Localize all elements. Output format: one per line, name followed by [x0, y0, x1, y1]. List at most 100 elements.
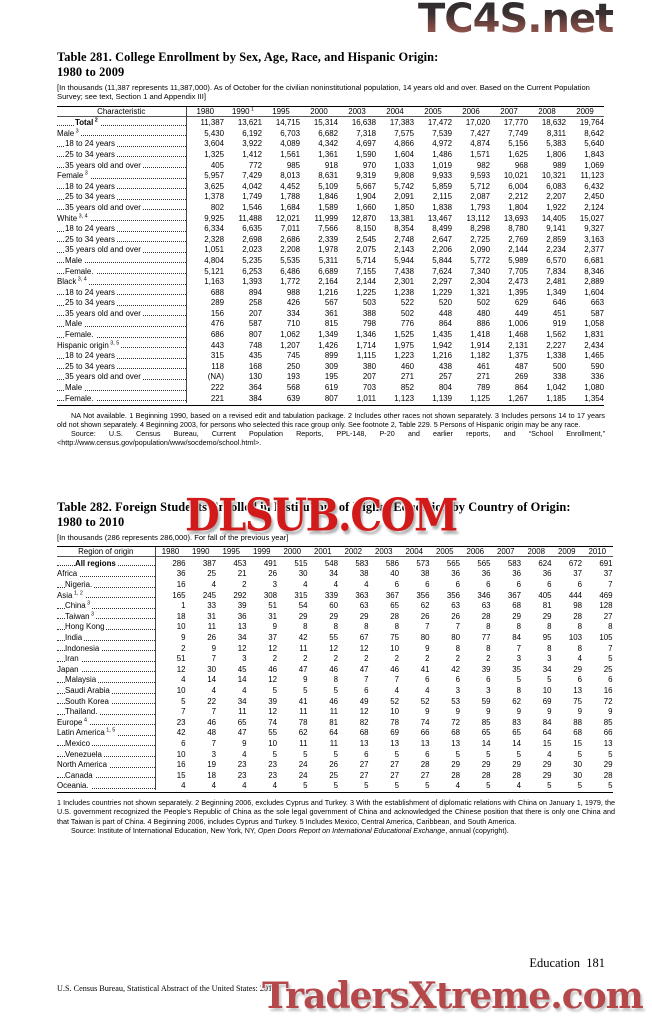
row-label-text: 25 to 34 years — [65, 192, 118, 202]
table-cell: 8 — [547, 622, 552, 632]
row-label-text: Female. — [65, 330, 96, 340]
table-cell: 66 — [420, 728, 430, 738]
table-cell: 51 — [154, 652, 186, 664]
table-cell: 9 — [154, 631, 186, 643]
table-cell: 75 — [573, 696, 582, 706]
table-cell: 13 — [390, 738, 399, 748]
table-cell: 7,155 — [356, 266, 376, 276]
table-cell: 315 — [185, 349, 224, 361]
table-cell: 35 — [512, 664, 521, 674]
row-label: Female 3 — [57, 170, 186, 181]
table-cell: 364 — [248, 383, 262, 393]
column-header-1980: 1980 — [185, 105, 224, 117]
table-cell: 36 — [542, 569, 552, 579]
table-cell: 8,298 — [470, 224, 490, 234]
table-row: Indonesia 2 9 12 12 11 12 12 10 9 8 8 7 8 8 7 — [57, 642, 613, 653]
table-cell: 8 — [333, 622, 338, 632]
table-cell: 6,703 — [280, 128, 300, 138]
table-row: Iran 51 7 3 2 2 2 2 2 2 2 2 3 3 4 5 — [57, 652, 613, 664]
table-row: Male 476 587 710 815 798 776 864 886 1,006 919 1,05… — [57, 317, 604, 329]
table-cell: 3,163 — [584, 234, 604, 244]
table-cell: 15 — [154, 769, 186, 780]
table-cell: 4,697 — [356, 139, 376, 149]
table-cell: 4 — [242, 686, 247, 696]
table-cell: 4 — [333, 580, 338, 590]
table-cell: 2,227 — [546, 340, 566, 350]
table-row: All regions 286 387 453 491 515 548 583 586 573 56… — [57, 556, 613, 568]
table-cell: 39 — [268, 696, 277, 706]
table-cell: 748 — [248, 340, 262, 350]
table-cell: 6 — [577, 580, 582, 590]
table-cell: 691 — [582, 556, 613, 568]
table-cell: 802 — [185, 201, 224, 212]
table-cell: 405 — [538, 590, 552, 600]
table-282-grid: Region of origin 1980 1990 1995 1999 2000 2001… — [57, 546, 613, 791]
table-cell: 1,846 — [318, 192, 338, 202]
table-cell: 4 — [211, 781, 216, 791]
table-cell: 38 — [359, 569, 369, 579]
table-cell: 13 — [359, 738, 369, 748]
table-cell: 1,806 — [546, 149, 566, 159]
table-cell: 69 — [390, 728, 399, 738]
table-cell: 250 — [286, 361, 300, 371]
row-label: Indonesia — [57, 642, 155, 653]
table-cell: 5 — [364, 781, 369, 791]
row-label: 25 to 34 years — [57, 297, 186, 308]
table-cell: 3 — [272, 580, 277, 590]
table-281-grid: Characteristic 1980 1990 1 1995 2000 2003 2004… — [57, 105, 604, 403]
column-header-2000: 2000 — [277, 546, 308, 557]
table-cell: 46 — [207, 717, 216, 727]
table-cell: 590 — [590, 361, 604, 371]
row-label: 18 to 24 years — [57, 286, 186, 297]
table-cell: 12 — [359, 707, 369, 717]
table-cell: 36 — [481, 569, 491, 579]
table-cell: 583 — [338, 556, 369, 568]
table-cell: 34 — [542, 664, 552, 674]
table-bottom-rule — [57, 404, 604, 406]
table-cell: 65 — [390, 601, 399, 611]
table-cell: 81 — [329, 717, 338, 727]
table-cell: 3,625 — [185, 180, 224, 191]
table-cell: 41 — [420, 664, 430, 674]
row-label-text: All regions — [75, 558, 118, 568]
table-cell: 852 — [400, 383, 414, 393]
table-cell: 10 — [390, 643, 399, 653]
table-cell: 6,004 — [508, 181, 528, 191]
table-row: India 9 26 34 37 42 55 67 75 80 80 77 84 95 103 105 — [57, 631, 613, 643]
table-cell: 1,216 — [432, 351, 452, 361]
table-cell: 5,535 — [280, 255, 300, 265]
table-cell: 28 — [481, 611, 491, 621]
row-label: White 3, 4 — [57, 212, 186, 223]
table-cell: 8 — [577, 622, 582, 632]
table-cell: 807 — [248, 330, 262, 340]
table-cell: 4 — [577, 654, 582, 664]
table-cell: 12 — [359, 643, 369, 653]
table-cell: 1,349 — [318, 330, 338, 340]
table-cell: 970 — [362, 160, 376, 170]
table-cell: 5 — [303, 781, 308, 791]
table-cell: 105 — [599, 633, 613, 643]
table-cell: 8,346 — [584, 266, 604, 276]
table-cell: 5,944 — [394, 255, 414, 265]
table-cell: 3 — [547, 654, 552, 664]
table-cell: 710 — [286, 319, 300, 329]
table-cell: 3,604 — [185, 137, 224, 149]
table-cell: 2 — [154, 642, 186, 653]
table-cell: 6 — [486, 675, 491, 685]
table-cell: 6 — [547, 580, 552, 590]
row-label: 35 years old and over — [57, 371, 186, 382]
row-label: 25 to 34 years — [57, 148, 186, 159]
table-cell: 4 — [154, 673, 186, 685]
table-cell: 29 — [542, 760, 552, 770]
table-cell: 7,539 — [432, 128, 452, 138]
column-header-2003: 2003 — [338, 105, 376, 117]
table-cell: 2,164 — [318, 277, 338, 287]
table-cell: 21 — [237, 569, 247, 579]
row-label-text: Indonesia — [65, 643, 102, 653]
table-cell: 14 — [512, 738, 521, 748]
table-cell: 28 — [512, 770, 521, 780]
table-cell: 1,139 — [432, 393, 452, 403]
row-label: Hong Kong — [57, 621, 155, 632]
row-label-text: Hong Kong — [65, 622, 107, 632]
table-cell: 1,604 — [584, 287, 604, 297]
